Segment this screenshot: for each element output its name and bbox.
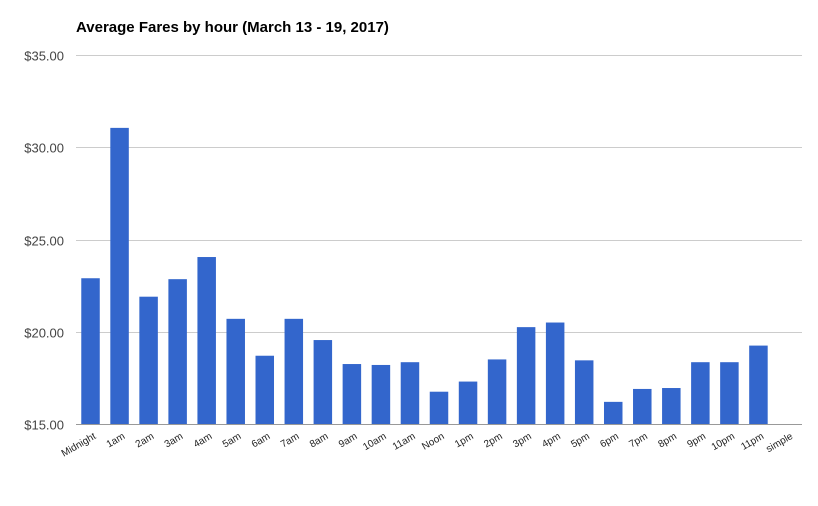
bar bbox=[371, 364, 391, 424]
bar bbox=[313, 340, 333, 424]
x-tick-label: 3am bbox=[163, 431, 185, 450]
bar bbox=[691, 362, 710, 424]
x-tick-label: Midnight bbox=[60, 431, 98, 460]
bar bbox=[197, 257, 216, 424]
bar bbox=[487, 359, 507, 424]
x-tick-label: 8pm bbox=[656, 431, 678, 450]
bar bbox=[139, 296, 158, 424]
x-tick-label: 5pm bbox=[569, 431, 591, 450]
x-tick-label: 11am bbox=[391, 431, 418, 453]
y-tick-label: $25.00 bbox=[24, 234, 64, 249]
bar bbox=[168, 279, 187, 424]
bar bbox=[255, 355, 275, 424]
bar bbox=[81, 278, 100, 424]
x-tick-label: 5am bbox=[221, 431, 243, 450]
bar bbox=[342, 364, 362, 424]
x-tick-label: 7am bbox=[279, 431, 301, 450]
x-tick-label: 9pm bbox=[686, 431, 708, 450]
x-tick-label: 11pm bbox=[739, 431, 766, 453]
x-tick-label: 10pm bbox=[710, 431, 737, 453]
bar bbox=[545, 322, 565, 424]
bar bbox=[284, 318, 304, 424]
x-tick-label: 10am bbox=[361, 431, 388, 453]
bar bbox=[516, 327, 536, 424]
x-tick-label: 4am bbox=[192, 431, 214, 450]
x-tick-label: 3pm bbox=[511, 431, 533, 450]
x-tick-label: 9am bbox=[337, 431, 359, 450]
y-tick-label: $30.00 bbox=[24, 141, 64, 156]
bar bbox=[720, 362, 739, 424]
bar bbox=[110, 127, 129, 424]
bar bbox=[226, 318, 245, 424]
bar bbox=[603, 401, 623, 424]
x-tick-label: 6am bbox=[250, 431, 272, 450]
chart-title: Average Fares by hour (March 13 - 19, 20… bbox=[76, 19, 389, 36]
bar bbox=[633, 388, 652, 424]
bar bbox=[662, 388, 681, 424]
x-tick-label: Noon bbox=[420, 431, 446, 452]
bar bbox=[749, 345, 768, 424]
bar bbox=[458, 381, 478, 424]
x-tick-label: 1am bbox=[105, 431, 127, 450]
x-tick-label: 4pm bbox=[540, 431, 562, 450]
bar bbox=[429, 391, 449, 424]
x-tick-label: 8am bbox=[308, 431, 330, 450]
x-tick-label: 1pm bbox=[453, 431, 475, 450]
y-tick-label: $20.00 bbox=[24, 326, 64, 341]
x-tick-label: 2am bbox=[134, 431, 156, 450]
bar bbox=[400, 362, 420, 424]
bar bbox=[574, 360, 594, 424]
x-tick-label: simple bbox=[764, 431, 795, 455]
x-tick-label: 2pm bbox=[482, 431, 504, 450]
x-tick-label: 6pm bbox=[598, 431, 620, 450]
y-tick-label: $35.00 bbox=[24, 49, 64, 64]
y-tick-label: $15.00 bbox=[24, 418, 64, 433]
x-tick-label: 7pm bbox=[627, 431, 649, 450]
